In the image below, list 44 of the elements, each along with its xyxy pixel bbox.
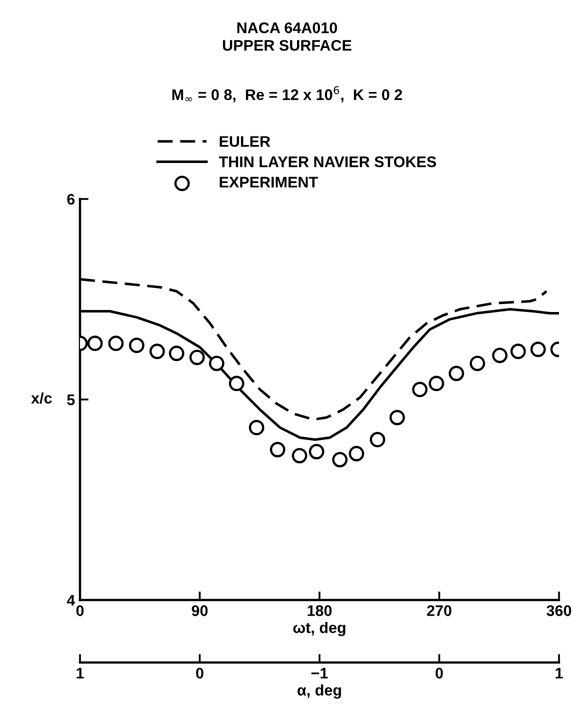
y-tick-label: 4 [66,595,76,606]
y-tick-label: 5 [67,394,75,406]
point [428,376,444,392]
legend-label: EULER [220,136,270,147]
point [168,346,184,362]
point [370,432,386,448]
point [292,448,308,464]
text: 1 [556,668,563,678]
x-tick-label: 0 [76,605,84,616]
point [128,338,144,354]
legend-label: EXPERIMENT [220,176,318,188]
point [412,382,428,398]
point [270,442,286,458]
text: 0 [196,668,204,679]
point [348,446,364,462]
point [87,336,103,352]
point [189,350,205,366]
x-tick-label: 360 [546,605,572,616]
point [492,348,508,364]
y-axis-title: x/c [31,392,52,404]
point [470,356,486,372]
point [149,344,165,360]
point [390,410,405,426]
x-axis-title: ωt, deg [293,622,346,636]
point [308,444,324,460]
point [530,342,546,358]
point [228,376,244,392]
point [248,420,264,436]
x2-axis-title: α, deg [298,684,341,699]
point [448,366,464,382]
x-tick-label: 90 [192,605,208,616]
legend-label: THIN LAYER NAVIER STOKES [218,156,436,168]
chart-subtitle: M$_{∞}$ = 0 8, Re = 12 x 10$^{6}$, K = 0 2 [172,86,402,102]
x-tick-label: 180 [308,605,332,616]
text: −1 [311,668,328,678]
point [108,336,124,352]
text: 0 [436,668,443,679]
x-tick-label: 270 [427,605,452,616]
y-tick-label: 6 [67,194,75,205]
point [208,356,224,372]
point [332,452,348,468]
text: 1 [76,668,84,678]
chart-title: NACA 64A010 UPPER SURFACE [222,22,352,51]
point [510,344,526,360]
